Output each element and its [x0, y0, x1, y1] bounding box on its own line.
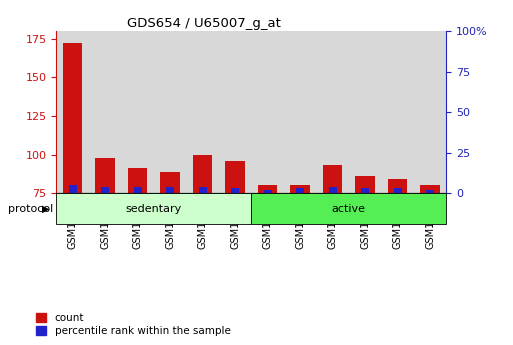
- Bar: [258, 186, 278, 193]
- Bar: [296, 188, 304, 193]
- Bar: [186, 31, 219, 193]
- Bar: [63, 43, 83, 193]
- Bar: [290, 186, 310, 193]
- Bar: [349, 31, 381, 193]
- Bar: [56, 31, 89, 193]
- Bar: [323, 165, 342, 193]
- Bar: [381, 31, 414, 193]
- Bar: [122, 31, 154, 193]
- Bar: [95, 158, 115, 193]
- Bar: [426, 190, 434, 193]
- Bar: [388, 179, 407, 193]
- Bar: [231, 188, 239, 193]
- Bar: [133, 187, 142, 193]
- Bar: [161, 171, 180, 193]
- Bar: [199, 187, 207, 193]
- Bar: [154, 31, 186, 193]
- Bar: [414, 31, 446, 193]
- Bar: [89, 31, 122, 193]
- Text: ▶: ▶: [43, 204, 50, 214]
- Bar: [69, 185, 77, 193]
- Text: GDS654 / U65007_g_at: GDS654 / U65007_g_at: [127, 17, 281, 30]
- Bar: [420, 186, 440, 193]
- Bar: [128, 168, 147, 193]
- Bar: [251, 31, 284, 193]
- Bar: [361, 188, 369, 193]
- Bar: [356, 176, 375, 193]
- Bar: [219, 31, 251, 193]
- Bar: [193, 155, 212, 193]
- Bar: [317, 31, 349, 193]
- Text: active: active: [332, 204, 366, 214]
- Bar: [328, 187, 337, 193]
- Bar: [393, 188, 402, 193]
- Bar: [225, 161, 245, 193]
- Bar: [166, 187, 174, 193]
- Bar: [101, 187, 109, 193]
- Bar: [284, 31, 317, 193]
- Text: protocol: protocol: [8, 204, 53, 214]
- Bar: [264, 190, 272, 193]
- Text: sedentary: sedentary: [126, 204, 182, 214]
- Legend: count, percentile rank within the sample: count, percentile rank within the sample: [36, 313, 231, 336]
